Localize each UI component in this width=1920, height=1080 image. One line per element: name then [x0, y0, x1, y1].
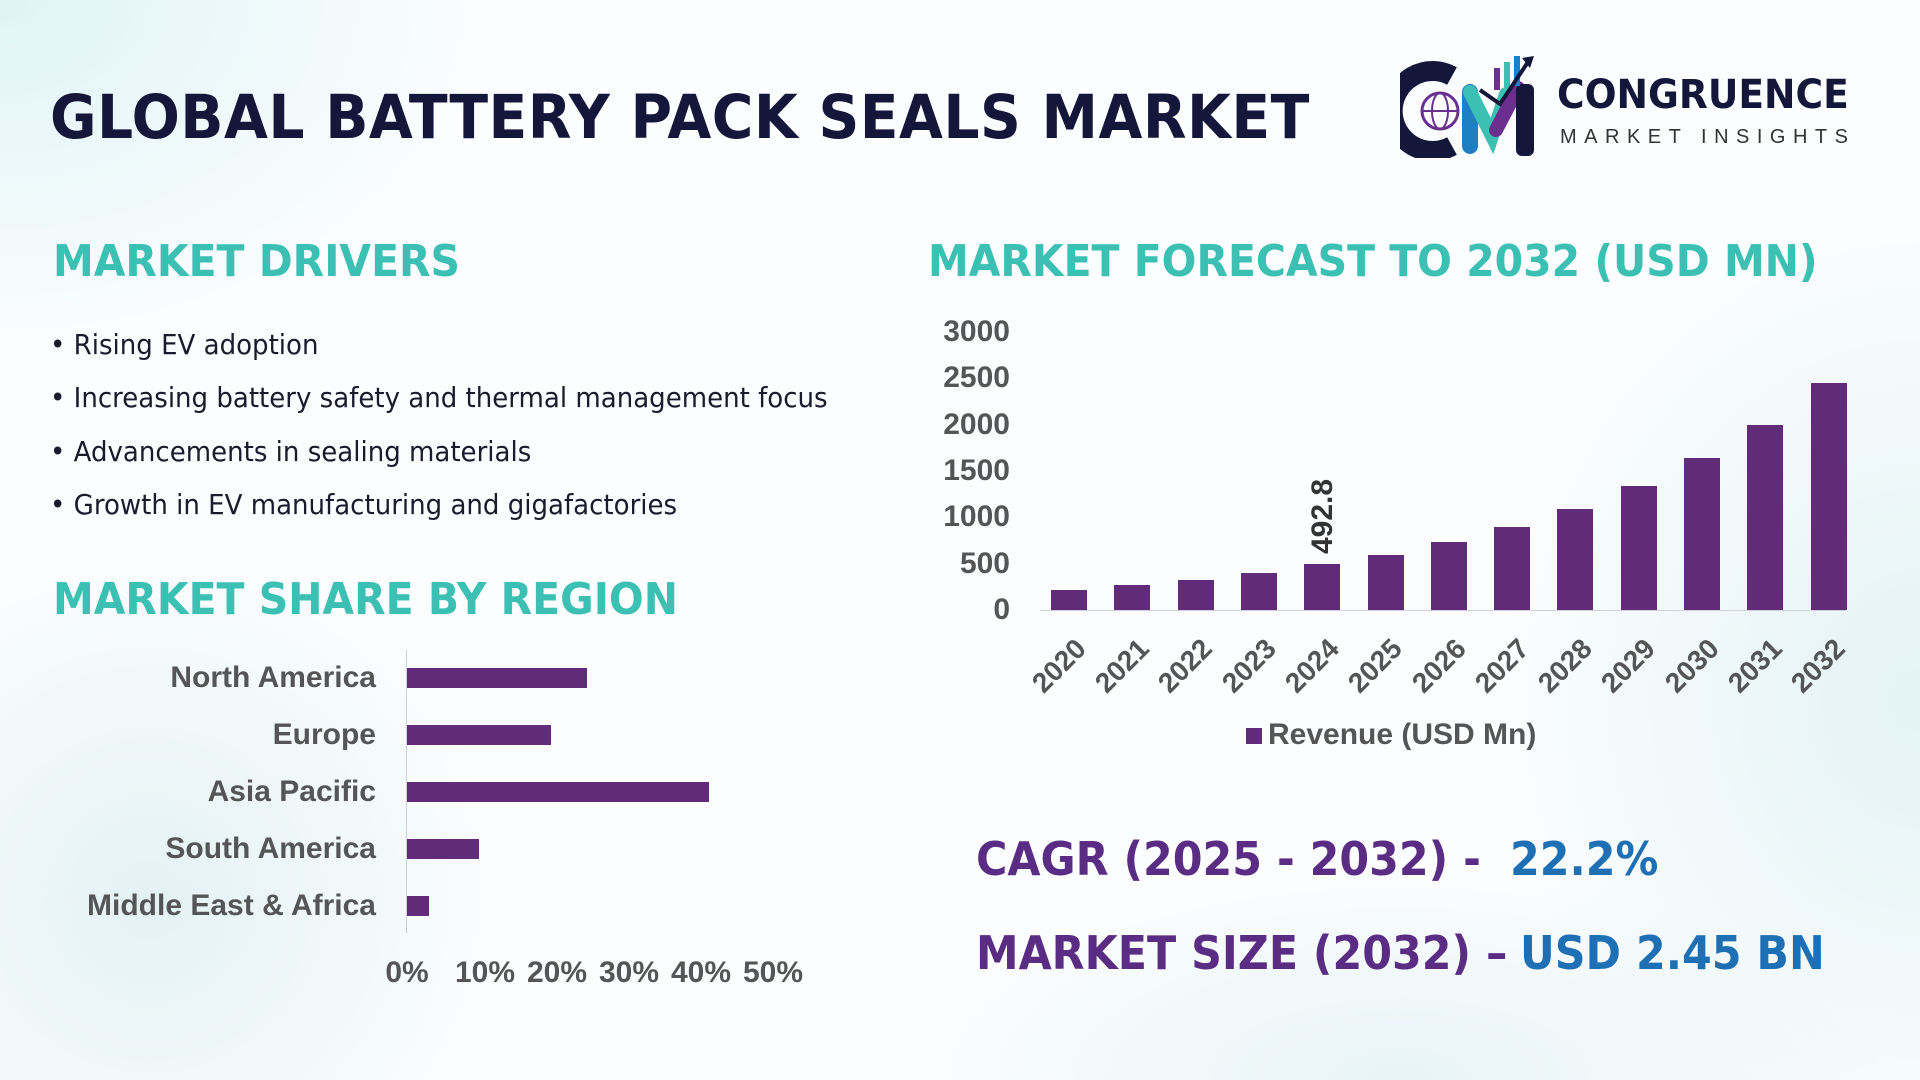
x-tick-label: 2032	[1785, 632, 1852, 699]
x-tick-label: 0%	[385, 956, 429, 989]
bar-2024	[1304, 564, 1341, 610]
forecast-baseline	[1040, 610, 1846, 611]
bar-2028	[1557, 509, 1594, 610]
x-tick-label: 2022	[1152, 632, 1219, 699]
bar-2032	[1810, 383, 1847, 610]
x-tick-label: 50%	[742, 956, 804, 989]
x-tick-label: 2020	[1025, 632, 1092, 699]
x-tick-label: 2030	[1658, 632, 1725, 699]
y-tick-label: 2500	[943, 361, 1010, 395]
region-bar-0	[407, 668, 587, 688]
x-tick-label: 2029	[1595, 632, 1662, 699]
forecast-legend: Revenue (USD Mn)	[1246, 718, 1536, 752]
bar-2027	[1494, 527, 1531, 610]
y-tick-label: 0	[993, 593, 1010, 626]
y-tick-label: 500	[959, 546, 1010, 580]
logo-name: CONGRUENCE	[1557, 72, 1849, 118]
x-tick-label: 10%	[454, 956, 516, 989]
x-tick-label: 2027	[1468, 632, 1535, 699]
data-label: 492.8	[1306, 479, 1340, 555]
region-label: South America	[165, 832, 376, 865]
bar-2026	[1430, 542, 1467, 610]
bar-2031	[1747, 425, 1784, 610]
market-size-label: MARKET SIZE (2032) –	[976, 926, 1508, 980]
market-size-value: USD 2.45 BN	[1520, 926, 1825, 980]
driver-item: • Growth in EV manufacturing and gigafac…	[50, 488, 678, 521]
x-tick-label: 2023	[1215, 632, 1282, 699]
x-tick-label: 30%	[598, 956, 660, 989]
region-label: North America	[170, 661, 376, 694]
bar-2020	[1051, 589, 1087, 610]
y-tick-label: 3000	[943, 315, 1010, 348]
bar-2030	[1684, 458, 1720, 610]
driver-item: • Increasing battery safety and thermal …	[50, 381, 828, 414]
x-tick-label: 2024	[1278, 632, 1345, 699]
logo-mark-icon	[1400, 56, 1534, 158]
region-label: Europe	[272, 718, 376, 751]
forecast-heading: MARKET FORECAST TO 2032 (USD MN)	[928, 236, 1818, 287]
cagr-value: 22.2%	[1510, 832, 1659, 886]
region-bar-2	[407, 782, 710, 802]
x-tick-label: 2028	[1532, 632, 1599, 699]
page-title: GLOBAL BATTERY PACK SEALS MARKET	[50, 82, 1310, 153]
driver-item: • Rising EV adoption	[50, 328, 319, 361]
y-tick-label: 2000	[943, 407, 1010, 441]
y-tick-label: 1500	[943, 454, 1010, 487]
region-label: Middle East & Africa	[87, 889, 376, 922]
bar-2021	[1114, 584, 1151, 610]
driver-item: • Advancements in sealing materials	[50, 435, 532, 468]
x-tick-label: 20%	[526, 956, 588, 989]
bar-2025	[1367, 555, 1404, 610]
x-tick-label: 40%	[670, 956, 732, 989]
region-axis-line	[406, 650, 407, 933]
bar-2022	[1177, 580, 1214, 610]
region-heading: MARKET SHARE BY REGION	[53, 574, 678, 625]
logo-tagline: MARKET INSIGHTS	[1560, 126, 1856, 148]
logo: CONGRUENCE MARKET INSIGHTS	[1400, 52, 1900, 162]
legend-label: Revenue (USD Mn)	[1268, 718, 1537, 751]
region-bar-1	[407, 725, 551, 745]
y-tick-label: 1000	[943, 500, 1010, 534]
x-tick-label: 2031	[1721, 632, 1788, 699]
x-tick-label: 2021	[1088, 632, 1155, 699]
x-tick-label: 2025	[1342, 632, 1409, 699]
region-bar-4	[407, 896, 429, 916]
region-bar-3	[407, 839, 479, 859]
legend-swatch	[1246, 728, 1262, 744]
x-tick-label: 2026	[1405, 632, 1472, 699]
cagr-label: CAGR (2025 - 2032) -	[976, 832, 1481, 886]
bar-2023	[1240, 573, 1277, 610]
drivers-heading: MARKET DRIVERS	[53, 236, 461, 287]
region-label: Asia Pacific	[207, 775, 376, 808]
bar-2029	[1620, 486, 1657, 610]
